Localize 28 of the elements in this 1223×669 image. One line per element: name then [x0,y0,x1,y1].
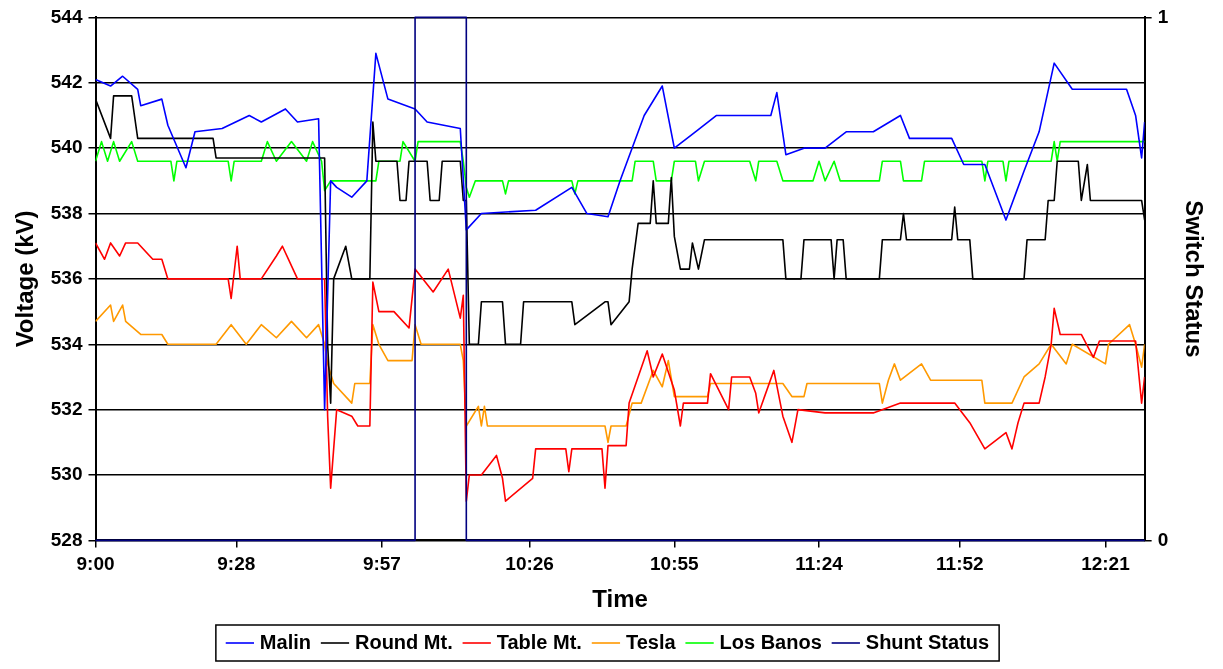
legend-label: Table Mt. [496,630,582,653]
x-tick-label: 9:57 [362,553,401,575]
x-tick-label: 10:55 [650,553,700,575]
y-tick-label: 544 [50,5,83,27]
y2-tick-label: 0 [1157,528,1169,550]
y2-axis-title: Switch Status [1180,200,1208,358]
x-axis-title: Time [592,585,648,613]
legend-label: Los Banos [719,630,822,653]
y-tick-label: 538 [50,201,83,223]
y-tick-label: 530 [50,463,83,485]
x-tick-label: 10:26 [505,553,554,575]
x-tick-label: 12:21 [1081,553,1131,575]
y-tick-label: 532 [50,397,83,419]
y2-tick-label: 1 [1157,5,1169,27]
y-tick-label: 534 [50,332,83,354]
y-axis-title: Voltage (kV) [11,210,39,348]
x-tick-label: 9:28 [217,553,256,575]
legend-label: Tesla [625,630,677,653]
legend-label: Round Mt. [354,630,453,653]
x-tick-label: 11:24 [795,553,844,575]
y-tick-label: 540 [50,136,83,158]
legend-label: Shunt Status [865,630,990,653]
y-tick-label: 542 [50,71,83,93]
legend-label: Malin [259,630,311,653]
x-tick-label: 11:52 [936,553,984,575]
x-tick-label: 9:00 [76,553,115,575]
y-tick-label: 536 [50,267,83,289]
y-tick-label: 528 [50,528,83,550]
